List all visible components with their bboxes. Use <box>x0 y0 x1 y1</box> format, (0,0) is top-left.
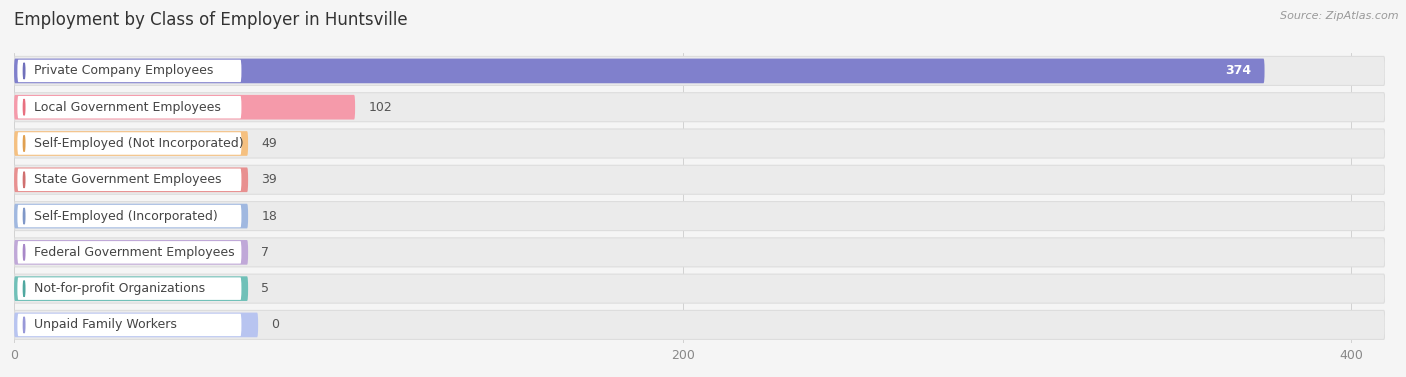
FancyBboxPatch shape <box>14 240 247 265</box>
Text: 18: 18 <box>262 210 277 222</box>
FancyBboxPatch shape <box>17 169 242 191</box>
FancyBboxPatch shape <box>14 131 247 156</box>
FancyBboxPatch shape <box>14 310 1385 339</box>
Text: Unpaid Family Workers: Unpaid Family Workers <box>34 319 177 331</box>
Text: 49: 49 <box>262 137 277 150</box>
FancyBboxPatch shape <box>14 204 247 228</box>
Text: Private Company Employees: Private Company Employees <box>34 64 214 77</box>
Text: 0: 0 <box>271 319 280 331</box>
FancyBboxPatch shape <box>14 274 1385 303</box>
FancyBboxPatch shape <box>17 241 242 264</box>
FancyBboxPatch shape <box>14 167 247 192</box>
Text: State Government Employees: State Government Employees <box>34 173 222 186</box>
FancyBboxPatch shape <box>14 93 1385 122</box>
Text: Local Government Employees: Local Government Employees <box>34 101 221 114</box>
Text: Employment by Class of Employer in Huntsville: Employment by Class of Employer in Hunts… <box>14 11 408 29</box>
Text: 7: 7 <box>262 246 270 259</box>
FancyBboxPatch shape <box>14 57 1385 86</box>
FancyBboxPatch shape <box>14 276 247 301</box>
FancyBboxPatch shape <box>14 165 1385 194</box>
Text: 5: 5 <box>262 282 270 295</box>
Text: 39: 39 <box>262 173 277 186</box>
FancyBboxPatch shape <box>14 202 1385 231</box>
FancyBboxPatch shape <box>17 314 242 336</box>
FancyBboxPatch shape <box>17 205 242 227</box>
FancyBboxPatch shape <box>14 238 1385 267</box>
FancyBboxPatch shape <box>14 58 1264 83</box>
FancyBboxPatch shape <box>17 60 242 82</box>
Circle shape <box>24 244 25 261</box>
Text: Federal Government Employees: Federal Government Employees <box>34 246 235 259</box>
Circle shape <box>24 63 25 79</box>
Circle shape <box>24 208 25 224</box>
Text: Self-Employed (Incorporated): Self-Employed (Incorporated) <box>34 210 218 222</box>
FancyBboxPatch shape <box>14 313 259 337</box>
Circle shape <box>24 172 25 188</box>
Text: Not-for-profit Organizations: Not-for-profit Organizations <box>34 282 205 295</box>
Text: 374: 374 <box>1225 64 1251 77</box>
Circle shape <box>24 135 25 152</box>
FancyBboxPatch shape <box>17 96 242 118</box>
FancyBboxPatch shape <box>17 132 242 155</box>
Circle shape <box>24 280 25 297</box>
Text: 102: 102 <box>368 101 392 114</box>
FancyBboxPatch shape <box>17 277 242 300</box>
Text: Self-Employed (Not Incorporated): Self-Employed (Not Incorporated) <box>34 137 243 150</box>
FancyBboxPatch shape <box>14 95 356 120</box>
Text: Source: ZipAtlas.com: Source: ZipAtlas.com <box>1281 11 1399 21</box>
Circle shape <box>24 99 25 115</box>
Circle shape <box>24 317 25 333</box>
FancyBboxPatch shape <box>14 129 1385 158</box>
